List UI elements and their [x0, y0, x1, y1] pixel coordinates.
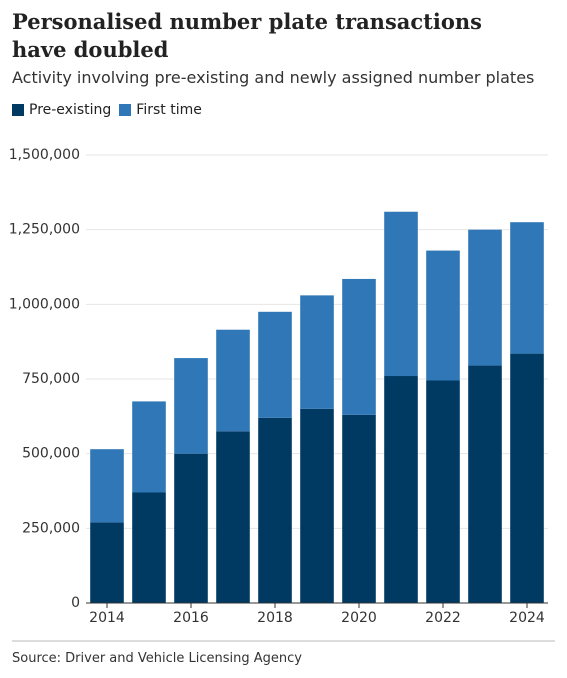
x-tick-label: 2020: [341, 610, 377, 626]
bar-segment: [300, 295, 334, 409]
y-tick-label: 1,500,000: [9, 147, 80, 163]
legend-item: Pre-existing: [12, 102, 111, 118]
y-tick-label: 1,000,000: [9, 296, 80, 312]
bar-segment: [132, 401, 166, 493]
bar-segment: [258, 417, 292, 603]
chart-subtitle: Activity involving pre-existing and newl…: [12, 68, 535, 87]
source: Source: Driver and Vehicle Licensing Age…: [12, 651, 302, 666]
bar-segment: [468, 365, 502, 603]
x-tick-label: 2016: [173, 610, 209, 626]
bar-segment: [510, 353, 544, 603]
bar-segment: [90, 522, 124, 603]
legend-item: First time: [119, 102, 202, 118]
x-tick-label: 2014: [89, 610, 125, 626]
bar-segment: [510, 222, 544, 354]
x-tick-label: 2018: [257, 610, 293, 626]
bar-segment: [174, 358, 208, 454]
bar-segment: [216, 431, 250, 603]
bar-segment: [132, 492, 166, 603]
bar-segment: [90, 449, 124, 523]
legend-swatch: [119, 104, 132, 116]
bar-segment: [300, 408, 334, 603]
x-tick-label: 2022: [425, 610, 461, 626]
y-tick-label: 500,000: [22, 446, 80, 462]
y-tick-label: 0: [71, 595, 80, 611]
x-tick-label: 2024: [509, 610, 545, 626]
legend-label: Pre-existing: [29, 102, 112, 118]
legend-label: First time: [136, 102, 202, 118]
bar-segment: [216, 329, 250, 432]
bar-segment: [384, 211, 418, 377]
bar-segment: [342, 414, 376, 603]
bar-segment: [384, 376, 418, 603]
legend-swatch: [12, 104, 24, 116]
y-tick-label: 750,000: [22, 371, 80, 387]
bar-segment: [426, 250, 460, 381]
bar-segment: [342, 278, 376, 415]
bar-segment: [258, 311, 292, 418]
chart-title: Personalised number plate transactions h…: [12, 9, 482, 62]
y-tick-label: 250,000: [22, 520, 80, 536]
bar-segment: [174, 453, 208, 603]
legend: Pre-existing First time: [12, 102, 202, 118]
bar-segment: [468, 229, 502, 366]
bar-segment: [426, 380, 460, 603]
y-tick-label: 1,250,000: [9, 222, 80, 238]
